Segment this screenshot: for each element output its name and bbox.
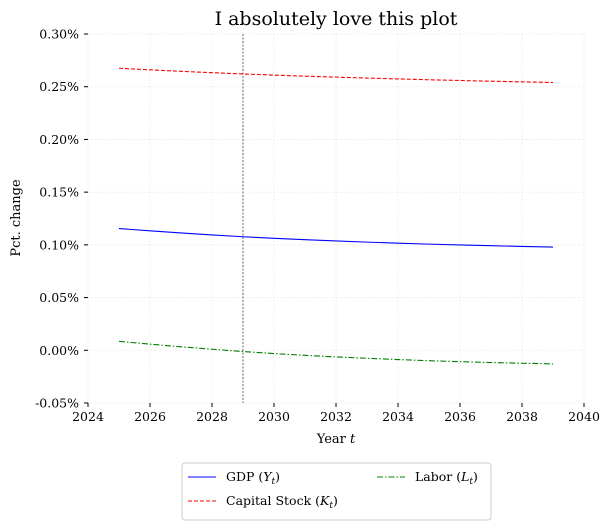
x-tick-label: 2030 (258, 409, 290, 424)
y-tick-label: 0.20% (39, 132, 79, 147)
y-tick-label: 0.30% (39, 27, 79, 42)
x-tick-label: 2024 (72, 409, 104, 424)
series-line-1 (118, 67, 554, 84)
axes: 2024 2026 2028 2030 2032 2034 2036 2038 2040 -0.0… (35, 27, 600, 425)
x-tick-label: 2040 (568, 409, 600, 424)
x-tick-label: 2034 (382, 409, 414, 424)
x-tick-label: 2036 (444, 409, 476, 424)
y-tick-label: 0.00% (39, 343, 79, 358)
x-tick-label: 2032 (320, 409, 352, 424)
grid (87, 33, 585, 404)
y-tick-label: -0.05% (35, 396, 79, 411)
series-line-2 (118, 340, 554, 365)
chart-title: I absolutely love this plot (215, 8, 458, 30)
y-tick-label: 0.05% (39, 290, 79, 305)
x-tick-label: 2038 (506, 409, 538, 424)
legend: GDP (Yt) Capital Stock (Kt) Labor (Lt) (181, 462, 492, 521)
legend-label-2: Labor (Lt) (415, 469, 478, 487)
legend-label-1: Capital Stock (Kt) (226, 493, 338, 511)
legend-box (181, 462, 492, 521)
x-axis-label: Year t (316, 432, 356, 447)
y-tick-label: 0.10% (39, 237, 79, 252)
x-tick-label: 2028 (196, 409, 228, 424)
legend-label-0: GDP (Yt) (226, 469, 280, 487)
y-tick-label: 0.15% (39, 185, 79, 200)
y-axis-label: Pct. change (9, 179, 24, 257)
y-tick-label: 0.25% (39, 79, 79, 94)
x-tick-label: 2026 (134, 409, 166, 424)
series-layer (118, 67, 554, 365)
series-line-0 (118, 227, 554, 248)
